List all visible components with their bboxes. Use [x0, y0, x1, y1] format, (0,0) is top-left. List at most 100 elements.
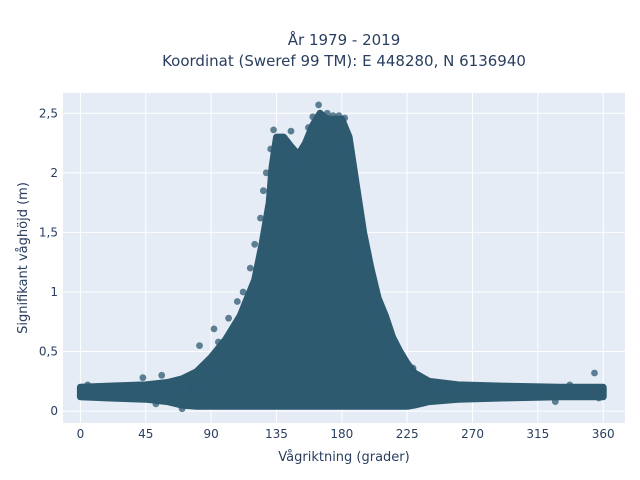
data-point [402, 357, 410, 365]
y-axis-ticks: 0 0,5 1 1,5 2 2,5 [39, 106, 58, 418]
data-point [287, 127, 295, 135]
data-point [155, 388, 163, 396]
data-point [239, 288, 247, 296]
y-tick-label: 1,5 [39, 225, 58, 239]
data-point [390, 348, 398, 355]
data-point [260, 187, 267, 195]
data-point [371, 300, 379, 308]
data-point [135, 381, 142, 389]
data-point [544, 383, 552, 391]
y-tick-label: 2 [50, 166, 58, 180]
data-point [367, 288, 375, 296]
data-point [204, 366, 212, 373]
dense-point-cloud [76, 109, 607, 410]
data-point [103, 391, 110, 398]
data-point [341, 114, 349, 122]
data-point [319, 115, 327, 123]
data-point [299, 145, 306, 153]
data-point [187, 385, 195, 392]
data-point [504, 388, 511, 396]
data-point [512, 383, 520, 391]
data-point [347, 145, 354, 153]
data-point [284, 139, 292, 147]
data-point [143, 393, 151, 401]
data-point [251, 240, 259, 248]
data-point [262, 169, 270, 177]
data-point [466, 387, 473, 395]
data-point [312, 119, 320, 127]
data-point [329, 112, 337, 119]
data-point [97, 386, 105, 393]
x-tick-label: 225 [396, 427, 419, 441]
data-point [361, 252, 369, 260]
data-point [409, 364, 417, 372]
data-point [305, 124, 312, 131]
data-point [215, 338, 222, 346]
x-tick-label: 180 [330, 427, 353, 441]
data-point [527, 385, 534, 392]
chart-title-line-2: Koordinat (Sweref 99 TM): E 448280, N 61… [162, 52, 526, 70]
data-point [196, 342, 203, 349]
data-point [267, 145, 275, 153]
x-tick-label: 90 [203, 427, 218, 441]
y-tick-label: 1 [50, 285, 58, 299]
data-point [537, 389, 545, 397]
y-tick-label: 0,5 [39, 345, 58, 359]
x-tick-label: 315 [526, 427, 549, 441]
data-point [168, 395, 176, 403]
y-tick-label: 2,5 [39, 106, 58, 120]
y-axis-label: Signifikant våghöjd (m) [16, 182, 31, 334]
data-point [485, 389, 492, 397]
data-point [315, 101, 322, 109]
data-point [377, 321, 385, 329]
x-tick-label: 360 [592, 427, 615, 441]
data-point [595, 394, 603, 402]
data-point [440, 383, 447, 391]
data-point [178, 405, 186, 413]
x-tick-label: 135 [265, 427, 288, 441]
data-point [457, 383, 465, 391]
data-point [448, 386, 456, 393]
data-point [84, 381, 92, 389]
data-point [124, 389, 132, 397]
data-point [580, 385, 588, 392]
data-point [588, 392, 595, 399]
data-point [559, 387, 566, 395]
data-point [172, 379, 180, 386]
data-point [257, 214, 264, 222]
data-point [158, 371, 166, 379]
data-point [493, 382, 501, 390]
data-point [566, 381, 574, 389]
data-point [309, 113, 317, 121]
data-point [551, 398, 559, 405]
data-point [384, 336, 392, 343]
data-point [599, 387, 607, 395]
data-point [355, 223, 363, 230]
data-point [422, 377, 430, 385]
x-tick-label: 270 [461, 427, 484, 441]
data-point [396, 354, 404, 361]
data-point [120, 382, 128, 390]
data-point [573, 391, 581, 398]
data-point [351, 175, 359, 183]
data-point [294, 157, 302, 165]
data-point [278, 136, 286, 143]
data-point [431, 381, 439, 389]
data-point [270, 126, 277, 134]
data-point [591, 369, 598, 377]
data-point [225, 314, 233, 322]
data-point [210, 325, 218, 333]
data-point [246, 264, 254, 272]
data-point [415, 371, 423, 379]
data-point [152, 400, 160, 408]
data-point [233, 298, 241, 305]
x-tick-label: 0 [77, 427, 85, 441]
data-point [335, 112, 343, 119]
data-point [139, 374, 147, 382]
data-point [114, 387, 122, 395]
x-tick-label: 45 [138, 427, 153, 441]
chart-title-line-1: År 1979 - 2019 [288, 30, 401, 49]
data-point [164, 382, 172, 390]
data-point [130, 386, 138, 393]
